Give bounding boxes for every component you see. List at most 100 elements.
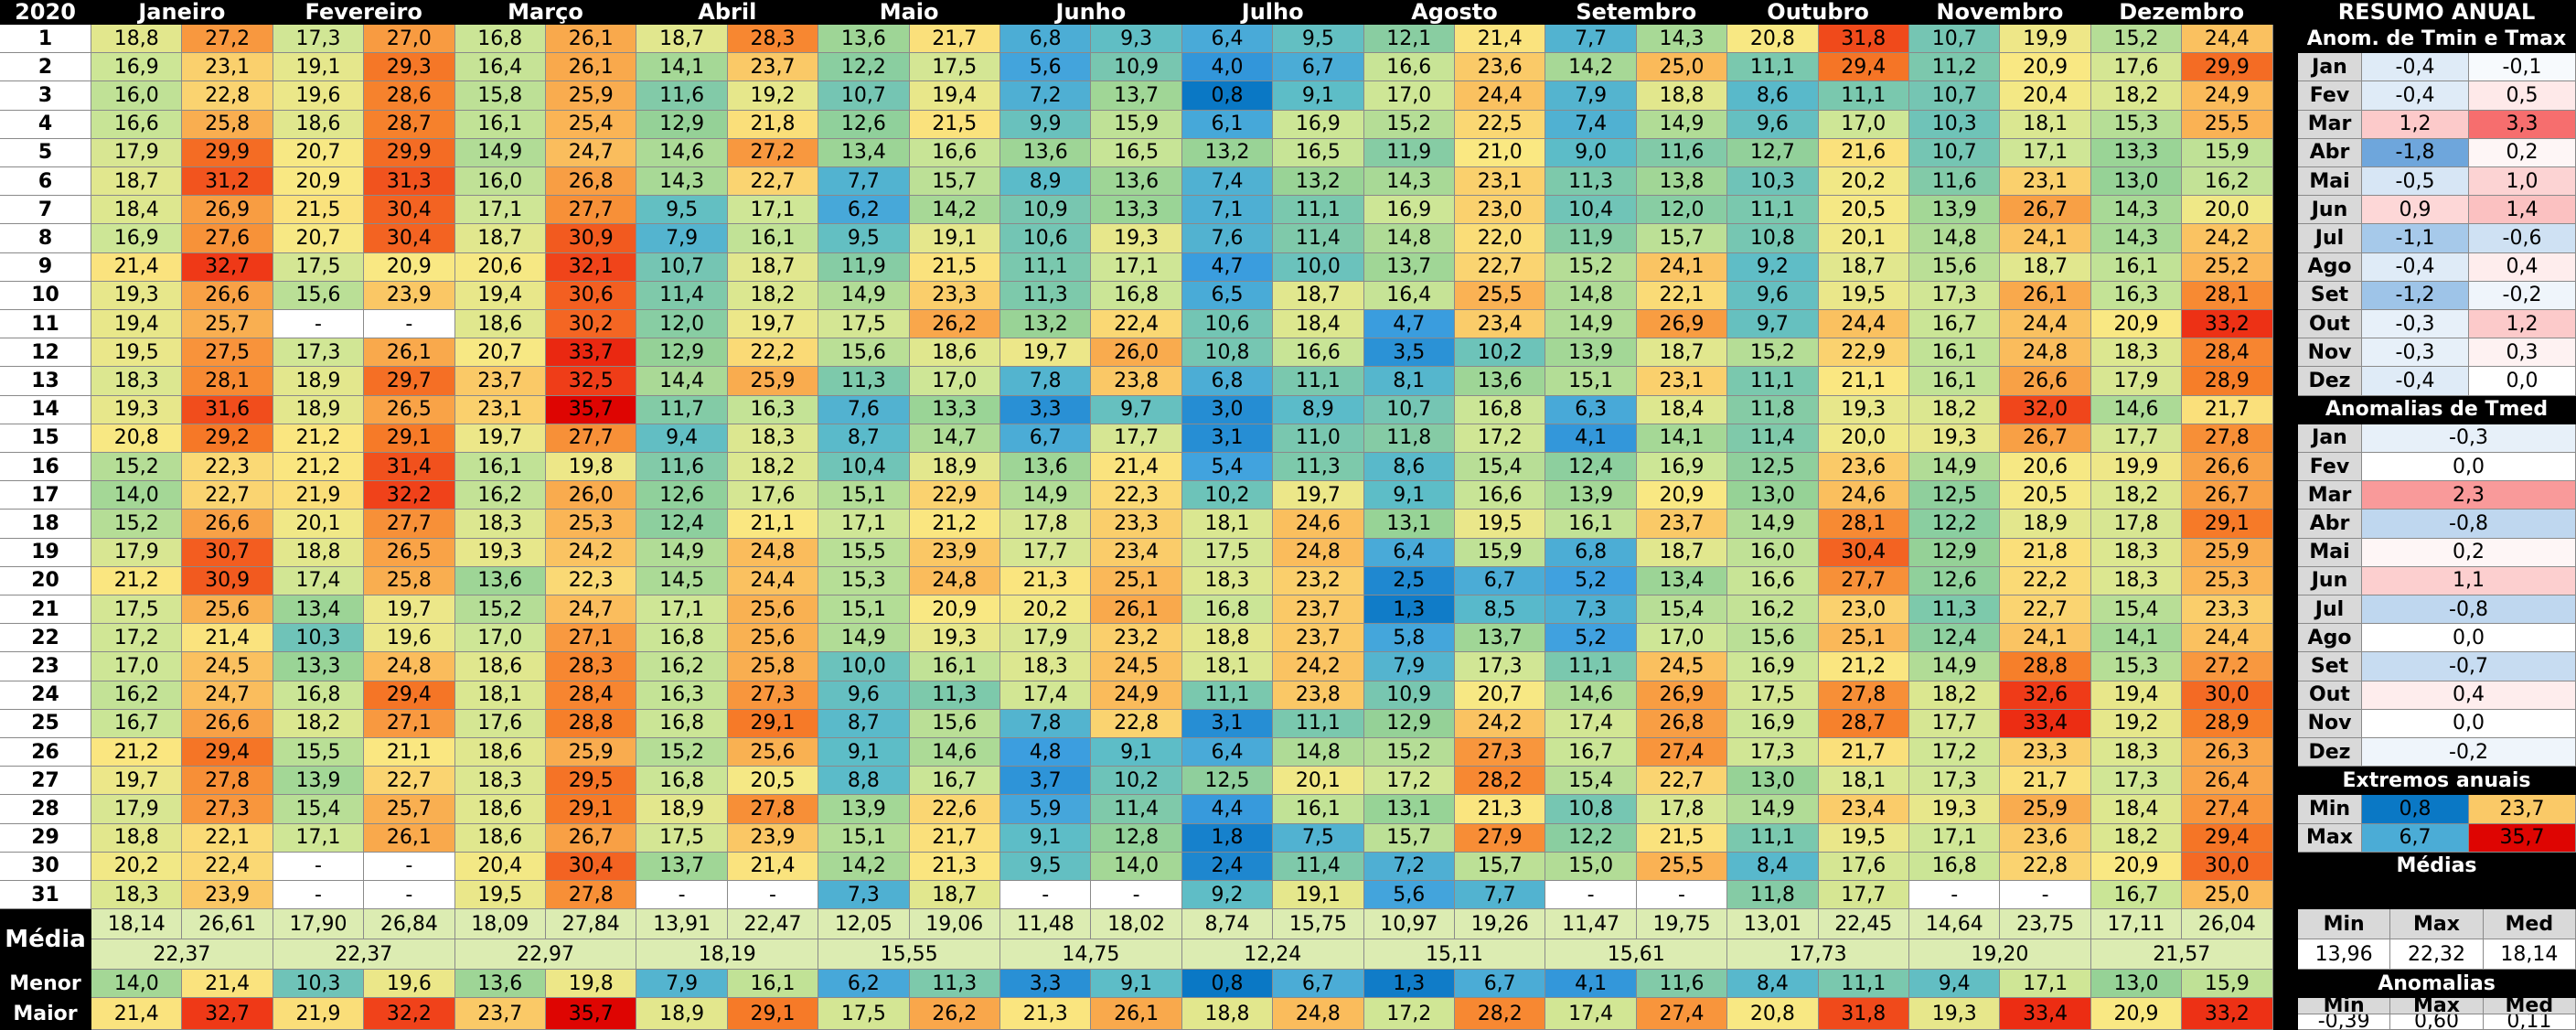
tmin-cell[interactable]: 5,6 <box>1363 881 1455 910</box>
tmax-cell[interactable]: 28,1 <box>1818 510 1909 539</box>
tmin-cell[interactable]: 19,4 <box>2090 681 2183 710</box>
tmin-cell[interactable]: 6,7 <box>1000 424 1092 453</box>
tmin-cell[interactable]: 13,6 <box>454 566 546 595</box>
tmin-cell[interactable]: 21,5 <box>273 196 365 225</box>
tmax-cell[interactable]: 24,5 <box>182 652 273 681</box>
tmin-cell[interactable]: 5,4 <box>1181 453 1274 482</box>
tmin-cell[interactable]: 6,2 <box>818 196 910 225</box>
tmin-cell[interactable]: 23,7 <box>454 367 546 396</box>
tmin-cell[interactable]: 12,6 <box>1909 566 2001 595</box>
tmax-cell[interactable]: 11,1 <box>1818 81 1909 111</box>
tmax-cell[interactable]: 18,7 <box>909 881 1000 910</box>
tmax-cell[interactable]: 19,9 <box>2000 25 2091 54</box>
tmax-cell[interactable]: 27,7 <box>546 424 637 453</box>
tmin-cell[interactable]: 20,9 <box>2090 310 2183 339</box>
tmax-cell[interactable]: 16,2 <box>2182 167 2273 197</box>
tmax-cell[interactable]: 19,4 <box>909 81 1000 111</box>
tmin-cell[interactable]: 7,4 <box>1545 110 1637 139</box>
tmax-cell[interactable]: 18,9 <box>2000 510 2091 539</box>
tmin-cell[interactable]: 7,3 <box>1545 595 1637 625</box>
tmax-cell[interactable]: 30,4 <box>364 196 455 225</box>
tmin-cell[interactable]: 13,6 <box>1000 138 1092 167</box>
tmax-cell[interactable]: 21,7 <box>1818 738 1909 767</box>
tmax-cell[interactable]: 20,9 <box>1636 481 1728 510</box>
tmin-cell[interactable]: 10,4 <box>818 453 910 482</box>
tmax-cell[interactable]: 23,9 <box>364 281 455 310</box>
tmax-cell[interactable]: 30,4 <box>1818 538 1909 567</box>
tmin-cell[interactable]: 17,2 <box>1909 738 2001 767</box>
tmin-cell[interactable]: 17,0 <box>91 652 183 681</box>
tmax-cell[interactable]: 13,6 <box>1455 367 1546 396</box>
tmin-cell[interactable]: 15,6 <box>1909 252 2001 282</box>
tmax-cell[interactable]: 18,7 <box>1636 538 1728 567</box>
tmax-cell[interactable]: 23,0 <box>1455 196 1546 225</box>
tmax-cell[interactable]: 22,8 <box>182 81 273 111</box>
tmax-cell[interactable]: 29,9 <box>2182 53 2273 82</box>
tmax-cell[interactable]: 23,1 <box>1455 167 1546 197</box>
tmax-cell[interactable]: 23,1 <box>1636 367 1728 396</box>
tmin-cell[interactable]: 10,7 <box>818 81 910 111</box>
tmin-cell[interactable]: 7,8 <box>1000 709 1092 738</box>
tmax-cell[interactable]: 27,8 <box>546 881 637 910</box>
tmax-cell[interactable]: 21,3 <box>1455 795 1546 824</box>
tmax-cell[interactable]: 21,5 <box>909 252 1000 282</box>
tmax-cell[interactable]: 26,7 <box>546 823 637 853</box>
tmin-cell[interactable]: 7,6 <box>818 395 910 424</box>
tmin-cell[interactable]: 19,4 <box>454 281 546 310</box>
tmax-cell[interactable]: 25,8 <box>364 566 455 595</box>
tmin-cell[interactable]: 16,8 <box>1181 595 1274 625</box>
tmax-cell[interactable]: 27,8 <box>2182 424 2273 453</box>
tmin-cell[interactable]: 16,8 <box>454 25 546 54</box>
tmin-cell[interactable]: 14,4 <box>636 367 728 396</box>
tmax-cell[interactable]: 29,1 <box>2182 510 2273 539</box>
tmax-cell[interactable]: 19,3 <box>909 624 1000 653</box>
tmax-cell[interactable]: 15,9 <box>1091 110 1182 139</box>
tmax-cell[interactable]: 18,2 <box>727 281 819 310</box>
tmax-cell[interactable]: 23,4 <box>1818 795 1909 824</box>
tmin-cell[interactable]: 14,0 <box>91 481 183 510</box>
tmax-cell[interactable]: 20,9 <box>909 595 1000 625</box>
tmin-cell[interactable]: 23,1 <box>454 395 546 424</box>
tmax-cell[interactable]: 23,6 <box>1455 53 1546 82</box>
tmin-cell[interactable]: 15,2 <box>1363 110 1455 139</box>
tmax-cell[interactable]: 19,7 <box>1273 481 1364 510</box>
tmax-cell[interactable]: 15,9 <box>1455 538 1546 567</box>
tmax-cell[interactable]: 24,8 <box>1273 538 1364 567</box>
tmin-cell[interactable]: 20,9 <box>273 167 365 197</box>
tmin-cell[interactable]: 10,8 <box>1545 795 1637 824</box>
tmin-cell[interactable]: 4,7 <box>1181 252 1274 282</box>
tmin-cell[interactable]: 18,8 <box>91 823 183 853</box>
tmax-cell[interactable]: 29,1 <box>727 709 819 738</box>
tmax-cell[interactable]: 23,4 <box>1091 538 1182 567</box>
tmax-cell[interactable]: 26,7 <box>2000 196 2091 225</box>
tmax-cell[interactable]: 19,2 <box>727 81 819 111</box>
tmax-cell[interactable]: 27,1 <box>364 709 455 738</box>
tmax-cell[interactable]: 22,3 <box>182 453 273 482</box>
tmin-cell[interactable]: 13,3 <box>273 652 365 681</box>
tmax-cell[interactable]: 20,0 <box>1818 424 1909 453</box>
tmax-cell[interactable]: 28,9 <box>2182 367 2273 396</box>
tmax-cell[interactable]: 30,0 <box>2182 681 2273 710</box>
tmax-cell[interactable]: 16,8 <box>1091 281 1182 310</box>
tmax-cell[interactable]: 18,3 <box>727 424 819 453</box>
tmax-cell[interactable]: 21,4 <box>182 624 273 653</box>
tmax-cell[interactable]: 14,6 <box>909 738 1000 767</box>
tmin-cell[interactable]: 16,9 <box>1727 652 1819 681</box>
tmin-cell[interactable]: 13,1 <box>1363 510 1455 539</box>
tmin-cell[interactable]: 9,1 <box>1363 481 1455 510</box>
tmax-cell[interactable]: 21,7 <box>909 25 1000 54</box>
tmax-cell[interactable]: 11,4 <box>1273 852 1364 881</box>
tmax-cell[interactable]: 22,1 <box>1636 281 1728 310</box>
tmax-cell[interactable]: 24,8 <box>727 538 819 567</box>
tmin-cell[interactable]: 11,9 <box>1363 138 1455 167</box>
tmin-cell[interactable]: 19,7 <box>91 767 183 796</box>
tmin-cell[interactable]: 16,9 <box>1363 196 1455 225</box>
tmin-cell[interactable]: 17,5 <box>636 823 728 853</box>
tmin-cell[interactable]: 14,6 <box>2090 395 2183 424</box>
tmin-cell[interactable]: 11,8 <box>1727 395 1819 424</box>
tmin-cell[interactable]: 15,2 <box>1545 252 1637 282</box>
tmax-cell[interactable]: 12,0 <box>1636 196 1728 225</box>
tmin-cell[interactable]: 11,7 <box>636 395 728 424</box>
tmin-cell[interactable]: 19,3 <box>91 395 183 424</box>
tmin-cell[interactable]: 20,2 <box>1000 595 1092 625</box>
